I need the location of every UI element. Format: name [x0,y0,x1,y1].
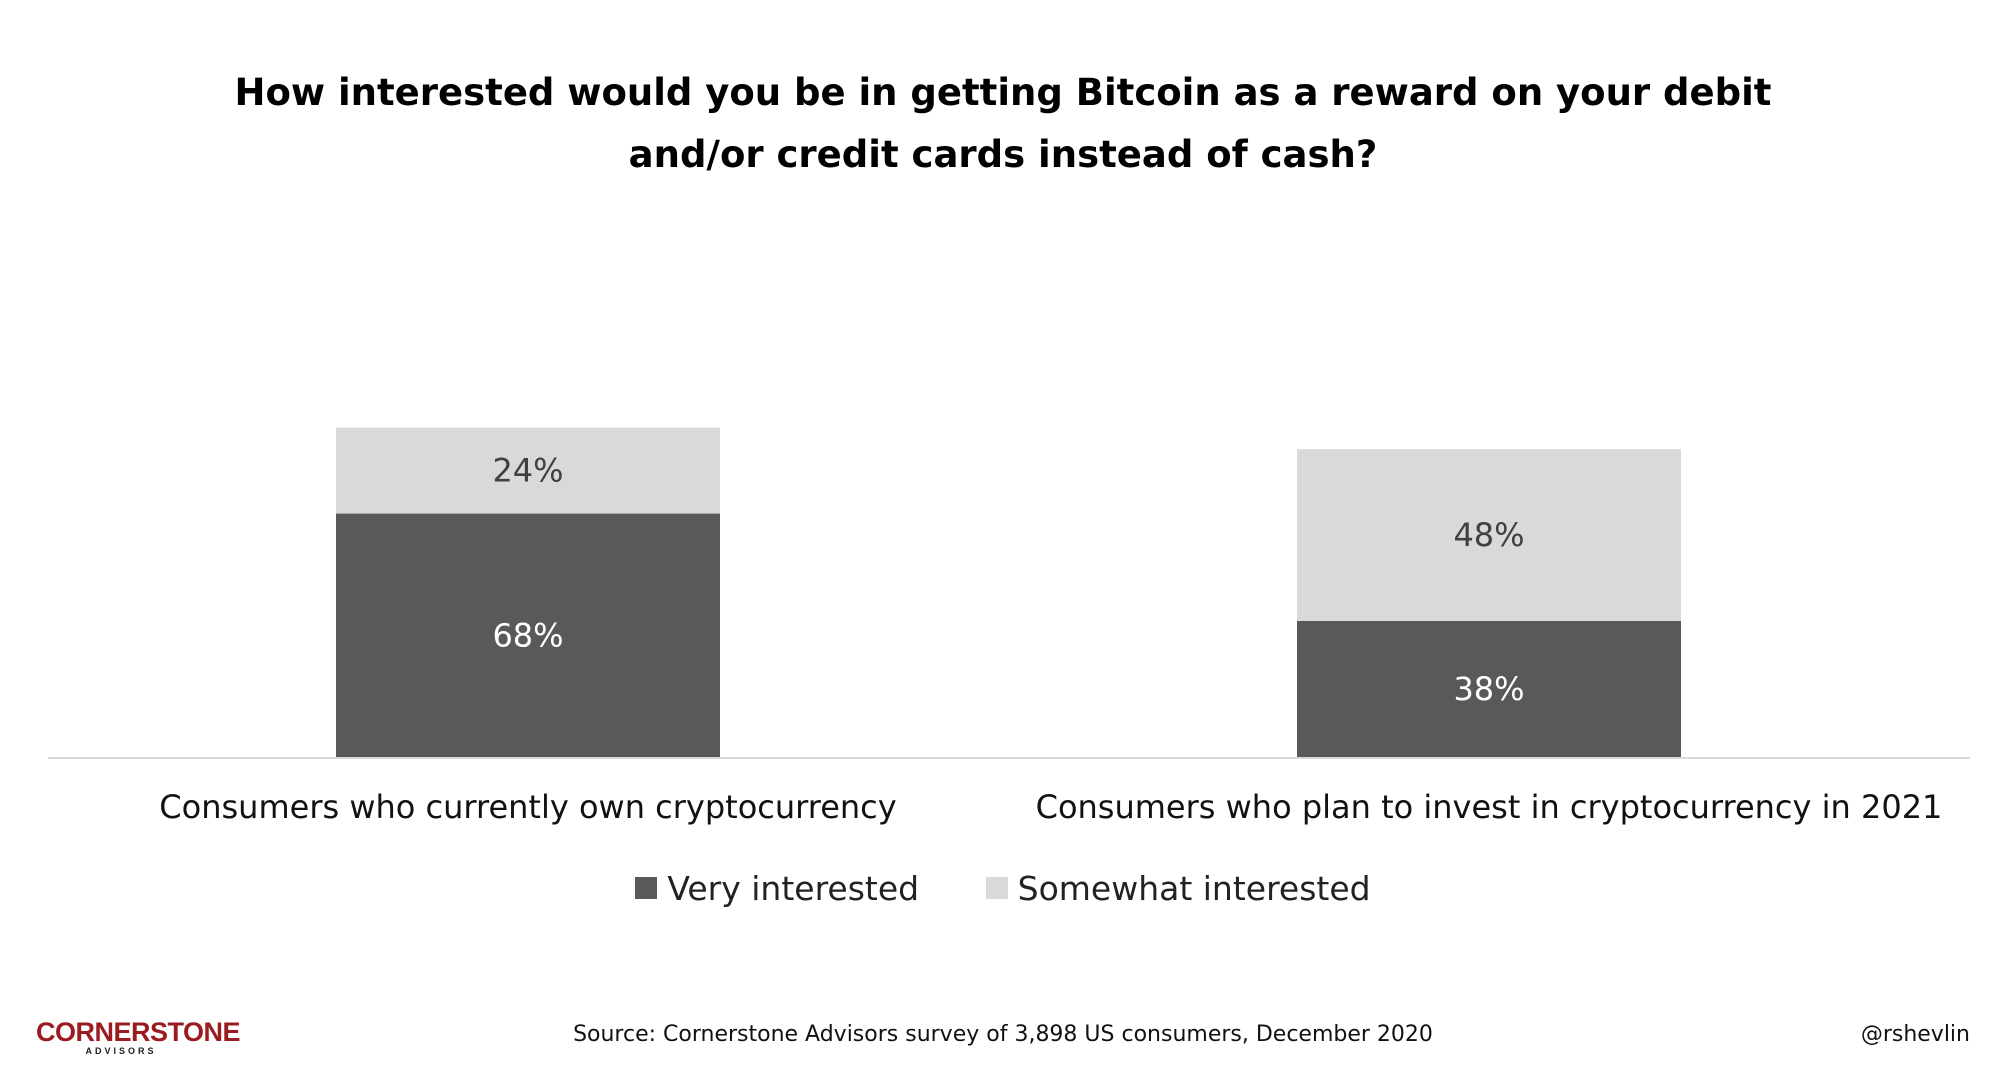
source-note: Source: Cornerstone Advisors survey of 3… [573,1022,1433,1047]
author-handle: @rshevlin [1860,1022,1970,1047]
data-label-very-interested-1: 68% [492,616,563,654]
legend: Very interested Somewhat interested [0,868,2006,908]
legend-swatch-somewhat-interested [985,877,1008,899]
legend-label-somewhat-interested: Somewhat interested [1017,868,1371,908]
category-label-1: Consumers who currently own cryptocurren… [159,788,896,826]
logo-sub-text: ADVISORS [85,1046,157,1056]
data-label-very-interested-2: 38% [1453,670,1524,708]
data-label-somewhat-interested-2: 48% [1453,516,1524,554]
bar-very-interested-2 [1297,620,1681,757]
bar-very-interested-1 [336,513,720,757]
chart-title-line-1: How interested would you be in getting B… [234,71,1772,114]
category-label-2: Consumers who plan to invest in cryptocu… [1036,788,1943,826]
stacked-bar-chart: 68% 24% Consumers who currently own crypto… [48,427,1970,826]
data-label-somewhat-interested-1: 24% [492,452,563,490]
chart-title-line-2: and/or credit cards instead of cash? [628,133,1378,176]
legend-item-very-interested: Very interested [635,869,919,908]
legend-label-very-interested: Very interested [667,868,920,908]
chart-title: How interested would you be in getting B… [0,62,2006,186]
bar-somewhat-interested-2 [1297,449,1681,621]
bar-somewhat-interested-1 [336,427,720,514]
legend-item-somewhat-interested: Somewhat interested [985,868,1371,908]
legend-swatch-very-interested [635,877,658,899]
